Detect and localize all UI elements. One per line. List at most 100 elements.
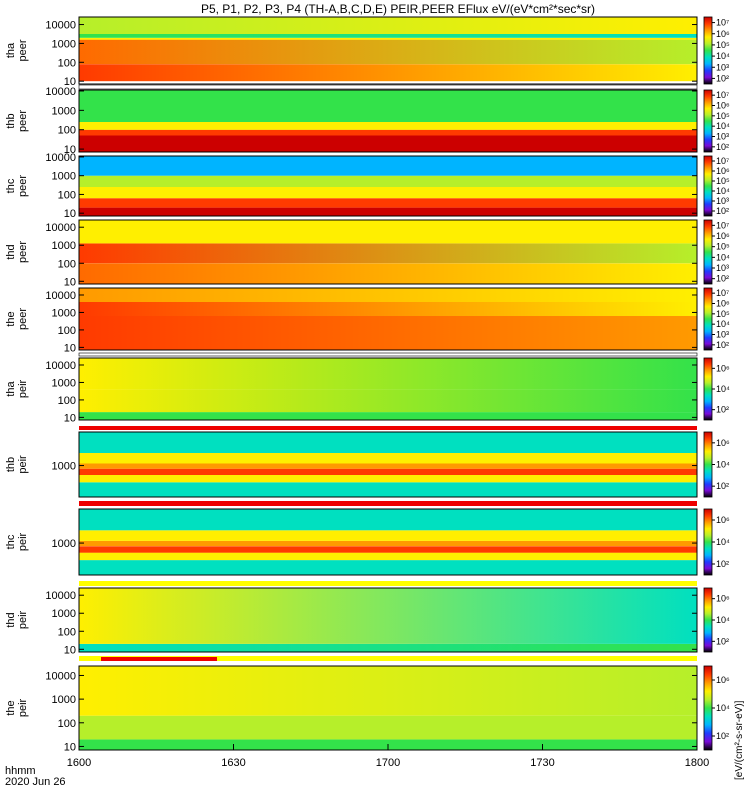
panel-thc-peir: 1000 thc peir 10² 10⁴ 10⁶ xyxy=(5,501,730,576)
heatmap-band xyxy=(79,358,697,390)
panel-frame xyxy=(78,16,698,85)
colorbar-tick-label: 10⁵ xyxy=(716,40,730,50)
colorbar-tick-label: 10⁴ xyxy=(716,615,730,625)
heatmap-band xyxy=(79,546,697,553)
panel-label-instrument: thb xyxy=(5,457,17,472)
colorbar-tick-label: 10⁶ xyxy=(716,675,730,685)
colorbar-tick-label: 10⁷ xyxy=(716,18,729,28)
colorbar-tick-label: 10⁶ xyxy=(716,594,730,604)
heatmap-band xyxy=(79,412,697,420)
panel-label-instrument: the xyxy=(5,311,17,326)
heatmap-band xyxy=(79,34,697,38)
y-tick-label: 10 xyxy=(64,76,76,88)
colorbar: 10² 10⁴ 10⁶ xyxy=(703,431,730,498)
colorbar-tick-label: 10⁵ xyxy=(716,111,730,121)
heatmap-band xyxy=(79,588,697,621)
colorbar-tick-label: 10² xyxy=(716,73,729,83)
flag-bar xyxy=(78,84,698,90)
flag-bar xyxy=(78,352,698,357)
x-tick-label: 1600 xyxy=(67,757,91,769)
y-tick-label: 10000 xyxy=(45,86,76,98)
panel-frame xyxy=(78,219,698,285)
colorbar-strip xyxy=(703,219,713,285)
heatmap-band xyxy=(79,389,697,413)
x-tick-label: 1630 xyxy=(221,757,245,769)
colorbar-tick-label: 10⁴ xyxy=(716,537,730,547)
colorbar-tick-label: 10⁵ xyxy=(716,309,730,319)
panel-frame xyxy=(78,587,698,653)
panel-tha-peir: 10 100 1000 10000 tha peir 10² 10⁴ 10⁶ xyxy=(5,352,730,424)
heatmap-band xyxy=(79,207,697,216)
panel-label-instrument: thd xyxy=(5,244,17,259)
flag-bar xyxy=(79,426,697,430)
colorbar-tick-label: 10² xyxy=(716,731,729,741)
y-tick-label: 100 xyxy=(58,258,76,270)
colorbar-tick-label: 10⁷ xyxy=(716,90,729,100)
colorbar: 10² 10⁴ 10⁶ xyxy=(703,357,730,421)
heatmap-band xyxy=(79,643,697,652)
panel-label-instrument: tha xyxy=(5,42,17,58)
heatmap-band xyxy=(79,156,697,176)
y-tick-label: 10 xyxy=(64,144,76,156)
heatmap-band xyxy=(79,39,697,65)
colorbar-tick-label: 10⁶ xyxy=(716,166,730,176)
colorbar-tick-label: 10⁴ xyxy=(716,186,730,196)
heatmap-band xyxy=(79,122,697,130)
panel-thd-peir: 10 100 1000 10000 thd peir 10² 10⁴ 10⁶ xyxy=(5,581,730,656)
heatmap-band xyxy=(79,432,697,453)
colorbar-tick-label: 10³ xyxy=(716,132,729,142)
panel-label-instrument: thd xyxy=(5,612,17,627)
panel-label-product: peer xyxy=(17,110,29,132)
x-tick-label: 1800 xyxy=(685,757,709,769)
heatmap-band xyxy=(79,186,697,199)
heatmap-band xyxy=(79,475,697,483)
panel-label-product: peir xyxy=(17,379,29,398)
y-tick-label: 10 xyxy=(64,208,76,220)
colorbar-tick-label: 10⁷ xyxy=(716,288,729,298)
flag-bar xyxy=(79,656,697,661)
flag-bar xyxy=(79,581,697,586)
panel-label-instrument: thc xyxy=(5,178,17,193)
y-tick-label: 1000 xyxy=(52,608,76,620)
x-axis: 1600 1630 1700 1730 1800 xyxy=(67,744,709,769)
panel-frame xyxy=(78,155,698,217)
y-tick-label: 10000 xyxy=(45,20,76,32)
y-tick-label: 1000 xyxy=(52,538,76,550)
heatmap-band xyxy=(79,463,697,469)
heatmap-band xyxy=(79,263,697,284)
heatmap-band xyxy=(79,175,697,187)
colorbar-tick-label: 10⁶ xyxy=(716,299,730,309)
y-tick-label: 1000 xyxy=(52,694,76,706)
y-tick-label: 100 xyxy=(58,718,76,730)
heatmap-band xyxy=(79,560,697,575)
heatmap-band xyxy=(79,288,697,302)
colorbar-strip xyxy=(703,16,713,85)
panel-thb-peir: 1000 thb peir 10² 10⁴ 10⁶ xyxy=(5,426,730,498)
colorbar-tick-label: 10² xyxy=(716,481,729,491)
heatmap-band xyxy=(79,530,697,541)
colorbar-tick-label: 10² xyxy=(716,142,729,152)
panel-label-instrument: thc xyxy=(5,534,17,549)
panel-label-product: peer xyxy=(17,241,29,263)
colorbar-tick-label: 10⁷ xyxy=(716,156,729,166)
heatmap-band xyxy=(79,220,697,244)
colorbar-tick-label: 10⁶ xyxy=(716,101,730,111)
colorbar-tick-label: 10⁴ xyxy=(716,384,730,394)
heatmap-band xyxy=(79,64,697,82)
heatmap-band xyxy=(79,17,697,34)
heatmap-band xyxy=(79,540,697,547)
colorbar-tick-label: 10³ xyxy=(716,196,729,206)
heatmap-band xyxy=(79,666,697,716)
colorbar-tick-label: 10⁴ xyxy=(716,703,730,713)
panel-label-instrument: the xyxy=(5,700,17,715)
y-tick-label: 100 xyxy=(58,57,76,69)
x-axis-label: hhmm xyxy=(5,765,36,777)
heatmap-band xyxy=(79,468,697,475)
colorbar-tick-label: 10² xyxy=(716,636,729,646)
colorbar-strip xyxy=(703,89,713,153)
